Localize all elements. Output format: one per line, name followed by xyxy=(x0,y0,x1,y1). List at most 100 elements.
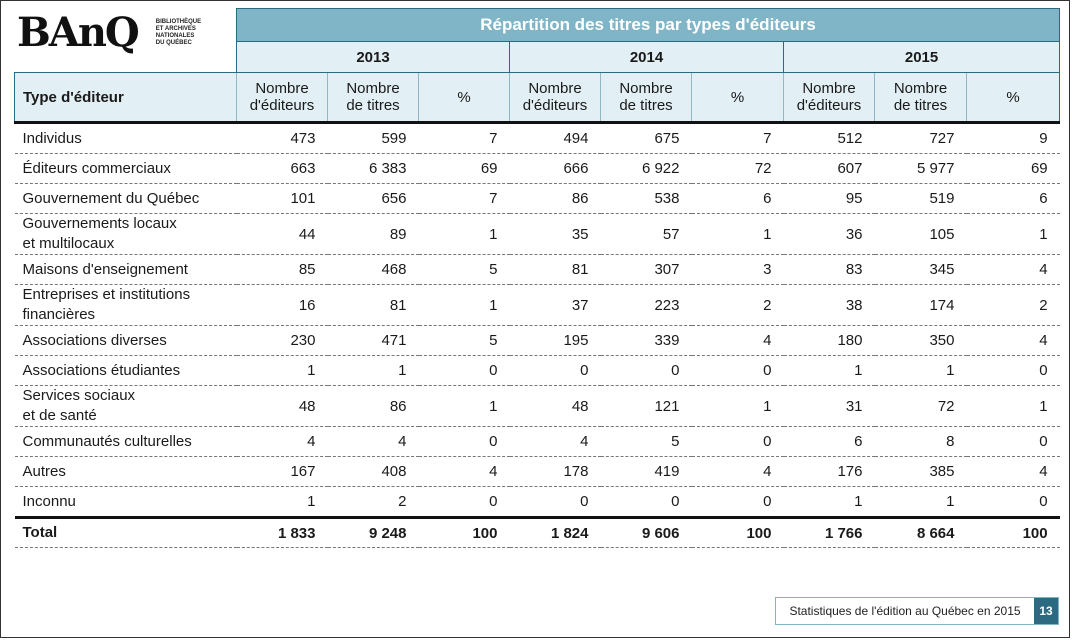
table-cell: 36 xyxy=(783,213,875,255)
page-number: 13 xyxy=(1034,598,1058,624)
table-row: Entreprises et institutions financières 16… xyxy=(14,284,1060,326)
row-label: Gouvernement du Québec xyxy=(14,183,237,214)
table-cell: 1 xyxy=(783,355,875,386)
table-cell: 0 xyxy=(600,355,692,386)
table-row: Autres 167 408 4 178 419 4 176 385 4 xyxy=(14,456,1060,487)
total-label: Total xyxy=(14,516,237,548)
table-cell: 176 xyxy=(783,456,875,487)
table-cell: 675 xyxy=(600,122,692,154)
table-cell: 1 xyxy=(418,284,510,326)
table-cell: 599 xyxy=(327,122,419,154)
table-cell: 385 xyxy=(874,456,967,487)
total-cell: 1 766 xyxy=(783,516,875,548)
row-label: Éditeurs commerciaux xyxy=(14,153,237,184)
table-cell: 31 xyxy=(783,385,875,427)
table-cell: 663 xyxy=(236,153,328,184)
row-label: Inconnu xyxy=(14,486,237,518)
table-cell: 178 xyxy=(509,456,601,487)
logo-subtitle-line: ET ARCHIVES xyxy=(155,26,196,32)
table-cell: 1 xyxy=(966,213,1060,255)
table-cell: 72 xyxy=(874,385,967,427)
table-cell: 419 xyxy=(600,456,692,487)
table-cell: 4 xyxy=(327,426,419,457)
table-cell: 37 xyxy=(509,284,601,326)
table-cell: 57 xyxy=(600,213,692,255)
table-cell: 72 xyxy=(691,153,784,184)
table-row: Éditeurs commerciaux 663 6 383 69 666 6 922 72… xyxy=(14,153,1060,184)
table-cell: 473 xyxy=(236,122,328,154)
table-cell: 83 xyxy=(783,254,875,285)
column-header-publisher-count: Nombre d'éditeurs xyxy=(783,72,875,124)
row-label: Services sociaux et de santé xyxy=(14,385,237,427)
table-cell: 6 xyxy=(783,426,875,457)
banq-logo: BAnQ BIBLIOTHÈQUE ET ARCHIVES NATIONALES… xyxy=(17,13,206,53)
logo-wordmark: BAnQ xyxy=(17,9,140,56)
table-cell: 607 xyxy=(783,153,875,184)
table-cell: 81 xyxy=(509,254,601,285)
table-cell: 1 xyxy=(236,486,328,518)
table-row: Associations étudiantes 1 1 0 0 0 0 1 1 0 xyxy=(14,355,1060,386)
table-cell: 69 xyxy=(966,153,1060,184)
logo-subtitle: BIBLIOTHÈQUE ET ARCHIVES NATIONALES DU Q… xyxy=(156,19,206,47)
column-header-row: Type d'éditeur Nombre d'éditeurs Nombre de … xyxy=(14,72,1061,124)
table-cell: 6 383 xyxy=(327,153,419,184)
total-row: Total 1 833 9 248 100 1 824 9 606 100 1 766 8 66… xyxy=(14,516,1060,548)
table-cell: 1 xyxy=(418,213,510,255)
table-cell: 2 xyxy=(327,486,419,518)
table-cell: 16 xyxy=(236,284,328,326)
table-body: Individus 473 599 7 494 675 7 512 727 9 Éditeurs c… xyxy=(14,122,1060,548)
row-label: Entreprises et institutions financières xyxy=(14,284,237,326)
row-label: Individus xyxy=(14,122,237,154)
table-row: Services sociaux et de santé 48 86 1 48 121 1 31… xyxy=(14,385,1060,427)
total-cell: 100 xyxy=(418,516,510,548)
table-cell: 7 xyxy=(418,122,510,154)
row-label: Associations étudiantes xyxy=(14,355,237,386)
column-header-publisher-count: Nombre d'éditeurs xyxy=(236,72,328,124)
table-cell: 1 xyxy=(236,355,328,386)
table-row: Gouvernements locaux et multilocaux 44 89 1 3… xyxy=(14,213,1060,255)
table-row: Maisons d'enseignement 85 468 5 81 307 3 83 345 4 xyxy=(14,254,1060,285)
row-label: Associations diverses xyxy=(14,325,237,356)
logo-subtitle-line: DU QUÉBEC xyxy=(155,40,192,46)
table-cell: 8 xyxy=(874,426,967,457)
table-cell: 468 xyxy=(327,254,419,285)
table-cell: 4 xyxy=(691,325,784,356)
table-cell: 69 xyxy=(418,153,510,184)
table-cell: 350 xyxy=(874,325,967,356)
table-cell: 2 xyxy=(966,284,1060,326)
table-row: Associations diverses 230 471 5 195 339 4 180 35… xyxy=(14,325,1060,356)
page-footer: Statistiques de l'édition au Québec en 2… xyxy=(775,597,1059,625)
table-cell: 0 xyxy=(966,426,1060,457)
logo-subtitle-line: NATIONALES xyxy=(155,33,195,39)
table-cell: 4 xyxy=(236,426,328,457)
table-cell: 0 xyxy=(966,355,1060,386)
table-cell: 38 xyxy=(783,284,875,326)
total-cell: 1 833 xyxy=(236,516,328,548)
table-cell: 230 xyxy=(236,325,328,356)
table-cell: 167 xyxy=(236,456,328,487)
table-cell: 6 xyxy=(966,183,1060,214)
column-header-publisher-count: Nombre d'éditeurs xyxy=(509,72,601,124)
table-cell: 5 xyxy=(418,254,510,285)
table-cell: 195 xyxy=(509,325,601,356)
table-cell: 105 xyxy=(874,213,967,255)
table-cell: 95 xyxy=(783,183,875,214)
table-cell: 1 xyxy=(966,385,1060,427)
total-cell: 8 664 xyxy=(874,516,967,548)
column-header-title-count: Nombre de titres xyxy=(327,72,419,124)
table-cell: 1 xyxy=(418,385,510,427)
table-cell: 0 xyxy=(691,426,784,457)
table-cell: 471 xyxy=(327,325,419,356)
table-cell: 6 922 xyxy=(600,153,692,184)
table-cell: 0 xyxy=(418,426,510,457)
table-row: Communautés culturelles 4 4 0 4 5 0 6 8 0 xyxy=(14,426,1060,457)
total-cell: 9 606 xyxy=(600,516,692,548)
table-cell: 4 xyxy=(966,254,1060,285)
table-cell: 35 xyxy=(509,213,601,255)
table-cell: 48 xyxy=(236,385,328,427)
year-header-2013: 2013 xyxy=(236,41,510,73)
table-cell: 89 xyxy=(327,213,419,255)
table-cell: 656 xyxy=(327,183,419,214)
table-cell: 101 xyxy=(236,183,328,214)
